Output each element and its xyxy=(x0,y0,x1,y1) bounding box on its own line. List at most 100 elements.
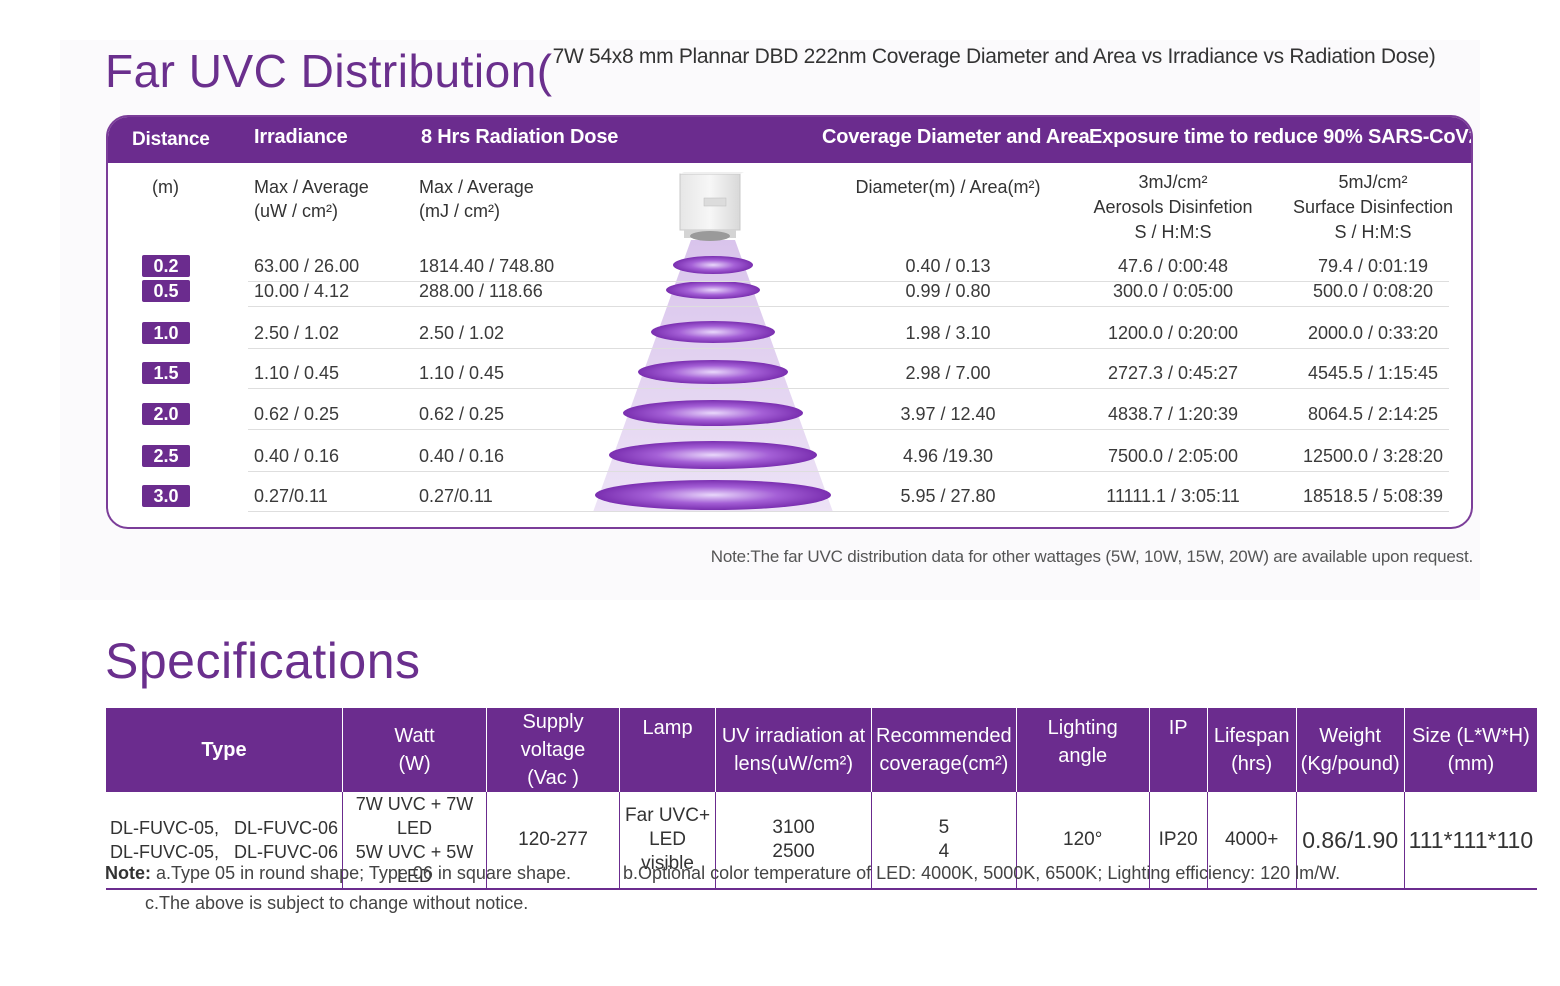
surface-cell: 500.0 / 0:08:20 xyxy=(1312,281,1434,301)
aerosols-cell: 300.0 / 0:05:00 xyxy=(1112,281,1234,301)
spec-header-size: Size (L*W*H) (mm) xyxy=(1404,708,1538,792)
row-divider xyxy=(248,429,1449,430)
row-divider xyxy=(248,471,1449,472)
aerosols-cell: 11111.1 / 3:05:11 xyxy=(1106,486,1240,506)
note-b: b.Optional color temperature of LED: 400… xyxy=(623,863,1341,883)
title-subtitle: 7W 54x8 mm Plannar DBD 222nm Coverage Di… xyxy=(552,45,1436,68)
coverage-cell: 0.99 / 0.80 xyxy=(905,281,991,301)
spec-header-watt: Watt (W) xyxy=(342,708,488,792)
header-irradiance: Irradiance xyxy=(254,126,348,148)
spec-header-uv-irradiation: UV irradiation at lens(uW/cm²) xyxy=(715,708,873,792)
spec-header-lighting-angle: Lighting angle xyxy=(1016,708,1150,792)
distance-badge: 2.0 xyxy=(142,403,190,425)
row-divider xyxy=(248,306,1449,307)
dose-cell: 0.40 / 0.16 xyxy=(419,446,505,466)
spec-header-ip: IP xyxy=(1149,708,1208,792)
coverage-cell: 1.98 / 3.10 xyxy=(905,323,991,343)
table-row: 2.5 0.40 / 0.16 0.40 / 0.16 4.96 /19.30 … xyxy=(108,444,1471,472)
table-row: 2.0 0.62 / 0.25 0.62 / 0.25 3.97 / 12.40… xyxy=(108,402,1471,430)
spec-uv-cell: 3100 2500 xyxy=(715,792,873,890)
subheader-aerosols-line2: Aerosols Disinfetion xyxy=(1093,197,1253,217)
dose-cell: 0.27/0.11 xyxy=(419,486,493,506)
spec-angle-cell: 120° xyxy=(1016,792,1150,890)
dose-cell: 1814.40 / 748.80 xyxy=(419,256,555,276)
table-row: 0.2 63.00 / 26.00 1814.40 / 748.80 0.40 … xyxy=(108,254,1471,282)
subheader-surface-line3: S / H:M:S xyxy=(1334,222,1412,242)
irradiance-cell: 1.10 / 0.45 xyxy=(254,363,340,383)
aerosols-cell: 1200.0 / 0:20:00 xyxy=(1107,323,1239,343)
irradiance-cell: 2.50 / 1.02 xyxy=(254,323,340,343)
dose-cell: 288.00 / 118.66 xyxy=(419,281,543,301)
header-dose: 8 Hrs Radiation Dose xyxy=(421,126,619,148)
surface-cell: 8064.5 / 2:14:25 xyxy=(1307,404,1439,424)
spec-header-coverage: Recommended coverage(cm²) xyxy=(871,708,1017,792)
distance-badge: 0.5 xyxy=(142,280,190,302)
dose-cell: 1.10 / 0.45 xyxy=(419,363,505,383)
subheader-distance-unit: (m) xyxy=(152,177,179,197)
surface-cell: 12500.0 / 3:28:20 xyxy=(1302,446,1444,466)
dose-cell: 2.50 / 1.02 xyxy=(419,323,505,343)
spec-ip-cell: IP20 xyxy=(1149,792,1208,890)
subheader-irradiance-line1: Max / Average xyxy=(254,177,369,197)
distribution-note: Note:The far UVC distribution data for o… xyxy=(710,547,1473,566)
subheader-surface-line1: 5mJ/cm² xyxy=(1338,172,1408,192)
irradiance-cell: 0.27/0.11 xyxy=(254,486,328,506)
spec-header-row: Type Watt (W) Supply voltage (Vac ) Lamp U… xyxy=(106,708,1538,792)
spec-weight-cell: 0.86/1.90 xyxy=(1296,792,1405,890)
coverage-cell: 0.40 / 0.13 xyxy=(905,256,991,276)
distance-badge: 1.5 xyxy=(142,362,190,384)
spec-type-cell: DL-FUVC-05, DL-FUVC-06 DL-FUVC-05, DL-FUV… xyxy=(106,792,344,890)
distance-badge: 3.0 xyxy=(142,485,190,507)
header-distance: Distance xyxy=(132,129,210,150)
note-c: c.The above is subject to change without… xyxy=(145,893,529,913)
specifications-title: Specifications xyxy=(105,633,421,689)
subheader-dose-line1: Max / Average xyxy=(419,177,534,197)
distribution-table: Distance Irradiance 8 Hrs Radiation Dose… xyxy=(106,115,1473,529)
subheader-surface-line2: Surface Disinfection xyxy=(1292,197,1454,217)
row-divider xyxy=(248,281,1449,282)
subheader-irradiance-line2: (uW / cm²) xyxy=(254,201,338,221)
spec-lamp-cell: Far UVC+ LED visible xyxy=(619,792,717,890)
row-divider xyxy=(248,511,1449,512)
header-coverage: Coverage Diameter and Area xyxy=(822,126,1090,148)
aerosols-cell: 4838.7 / 1:20:39 xyxy=(1107,404,1239,424)
spec-size-cell: 111*111*110 xyxy=(1404,792,1538,890)
title-main: Far UVC Distribution( xyxy=(105,45,553,97)
subheader-dose-line2: (mJ / cm²) xyxy=(419,201,500,221)
surface-cell: 4545.5 / 1:15:45 xyxy=(1307,363,1439,383)
note-a: a.Type 05 in round shape; Type 06 in squ… xyxy=(156,863,571,883)
table-row: 3.0 0.27/0.11 0.27/0.11 5.95 / 27.80 111… xyxy=(108,484,1471,512)
row-divider xyxy=(248,348,1449,349)
table-row: 0.5 10.00 / 4.12 288.00 / 118.66 0.99 / … xyxy=(108,279,1471,307)
dose-cell: 0.62 / 0.25 xyxy=(419,404,505,424)
spec-lifespan-cell: 4000+ xyxy=(1207,792,1297,890)
irradiance-cell: 63.00 / 26.00 xyxy=(254,256,360,276)
spec-header-voltage: Supply voltage (Vac ) xyxy=(486,708,621,792)
distribution-header: Distance Irradiance 8 Hrs Radiation Dose… xyxy=(108,117,1471,163)
spec-header-weight: Weight (Kg/pound) xyxy=(1296,708,1405,792)
spec-header-lamp: Lamp xyxy=(619,708,717,792)
subheader-aerosols-line3: S / H:M:S xyxy=(1134,222,1212,242)
spec-notes-line1: Note: a.Type 05 in round shape; Type 06 … xyxy=(105,858,1340,888)
aerosols-cell: 7500.0 / 2:05:00 xyxy=(1107,446,1239,466)
irradiance-cell: 0.62 / 0.25 xyxy=(254,404,340,424)
notes-label: Note: xyxy=(105,863,151,883)
irradiance-cell: 0.40 / 0.16 xyxy=(254,446,340,466)
coverage-cell: 5.95 / 27.80 xyxy=(900,486,996,506)
surface-cell: 18518.5 / 5:08:39 xyxy=(1302,486,1444,506)
irradiance-cell: 10.00 / 4.12 xyxy=(254,281,350,301)
page-title: Far UVC Distribution(7W 54x8 mm Plannar … xyxy=(105,44,1436,98)
subheader-coverage: Diameter(m) / Area(m²) xyxy=(855,177,1041,197)
spec-notes: Note: a.Type 05 in round shape; Type 06 … xyxy=(105,858,1340,918)
subheader-aerosols-line1: 3mJ/cm² xyxy=(1138,172,1208,192)
spec-data-row: DL-FUVC-05, DL-FUVC-06 DL-FUVC-05, DL-FUV… xyxy=(106,792,1538,890)
table-row: 1.5 1.10 / 0.45 1.10 / 0.45 2.98 / 7.00 … xyxy=(108,361,1471,389)
header-exposure: Exposure time to reduce 90% SARS-CoV2 xyxy=(1089,126,1473,148)
surface-cell: 2000.0 / 0:33:20 xyxy=(1307,323,1439,343)
coverage-cell: 2.98 / 7.00 xyxy=(905,363,991,383)
spec-header-lifespan: Lifespan (hrs) xyxy=(1207,708,1297,792)
lamp-fixture-icon xyxy=(679,172,744,241)
distance-badge: 2.5 xyxy=(142,445,190,467)
uv-lamp-cone-illustration xyxy=(593,172,833,512)
table-row: 1.0 2.50 / 1.02 2.50 / 1.02 1.98 / 3.10 … xyxy=(108,321,1471,349)
